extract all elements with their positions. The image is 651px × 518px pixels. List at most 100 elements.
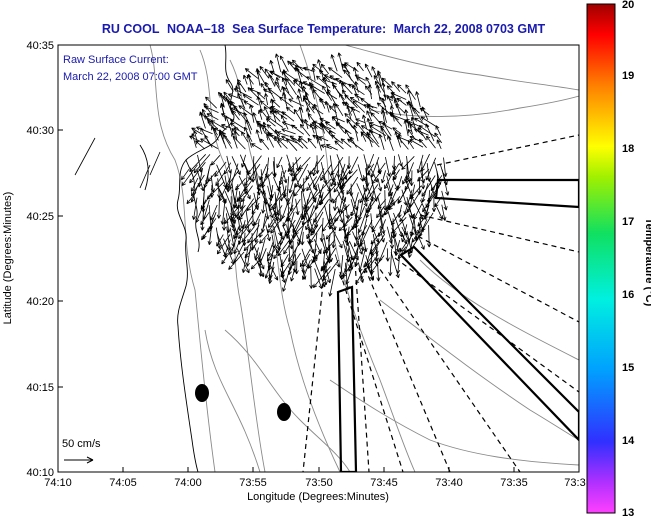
current-vector [417,127,427,141]
current-vector [356,77,366,85]
current-vector [320,164,332,181]
tick-marks [57,44,515,473]
current-vector [301,206,310,226]
current-vector [312,134,322,142]
current-vector [355,121,368,136]
current-vector [356,61,364,72]
current-vector [345,204,350,219]
y-tick-label: 40:35 [26,40,54,52]
current-vector [221,123,232,129]
current-vector [302,97,315,114]
current-vector [377,178,383,192]
x-tick-label: 73:40 [435,477,463,489]
current-vector [330,134,344,145]
current-vector [311,122,323,130]
y-tick-label: 40:15 [26,382,54,394]
current-vector [191,133,197,148]
current-vector [238,219,255,240]
current-vector [310,225,319,236]
current-vector [299,123,311,137]
current-vector [328,67,343,78]
title-satellite: NOAA–18 [167,22,225,36]
current-vector [332,84,345,100]
current-vector [247,87,262,102]
current-vector [427,225,432,248]
current-vector [297,138,308,150]
current-vector [270,217,283,234]
current-vector [244,240,259,259]
y-tick-label: 40:30 [26,125,54,137]
current-vector [189,154,206,172]
current-vector [397,246,407,260]
current-vector [357,210,368,233]
x-tick-label: 73:45 [370,477,398,489]
current-vector [259,108,269,120]
current-vector [443,157,448,177]
current-vector [360,131,374,144]
current-vector [326,88,337,107]
current-vector [403,119,409,136]
current-vector [321,218,332,232]
current-vector [367,84,372,100]
current-vector [246,133,252,148]
current-vector [249,104,255,123]
current-vector [383,94,393,102]
current-vector [260,138,270,150]
current-vector [377,162,386,174]
current-vector [250,259,261,270]
current-vector [186,192,197,205]
current-vector [226,226,232,251]
current-vector [368,129,379,145]
current-vector [397,189,407,204]
current-vector [294,260,299,275]
current-vector [277,138,288,149]
current-vector [425,123,435,142]
current-vector [279,268,286,283]
current-vector [281,77,290,94]
current-vector [231,219,236,233]
current-vector [324,121,336,130]
current-vector [375,84,381,100]
colorbar-tick-label: 18 [622,143,634,155]
current-vector [273,247,281,260]
current-vector [418,138,427,149]
current-vector [369,122,381,128]
current-vector [266,133,275,148]
current-vector [405,84,416,100]
current-vector [316,75,331,89]
current-vector [324,100,330,113]
current-vector [313,168,325,188]
current-vector [309,266,314,289]
current-vector [370,112,380,122]
current-vector [245,239,253,267]
current-vector [282,92,288,108]
current-vector [268,261,279,281]
title-product: Sea Surface Temperature: [232,22,387,36]
current-vector [241,247,249,273]
current-vector [373,75,385,93]
current-vector [272,161,277,177]
current-vector [259,233,269,244]
current-vector [420,116,437,127]
colorbar-tick-label: 15 [622,362,634,374]
y-tick-label: 40:10 [26,467,54,479]
current-vector [268,133,287,142]
current-vector [435,125,442,136]
current-vector [349,156,359,175]
current-vector [210,155,221,166]
station-marker-1 [195,384,209,402]
current-vector [200,205,205,231]
current-vector [236,248,250,274]
current-vector [364,63,373,78]
current-vector [204,105,219,113]
current-vector [205,96,217,109]
current-vector [216,234,224,247]
current-vector [237,79,247,93]
current-vector [202,226,210,239]
current-vector [200,138,218,149]
current-vector [396,97,407,106]
current-vector [233,88,252,99]
current-vector [255,129,261,143]
current-vector [420,161,426,190]
current-vector [387,135,394,151]
